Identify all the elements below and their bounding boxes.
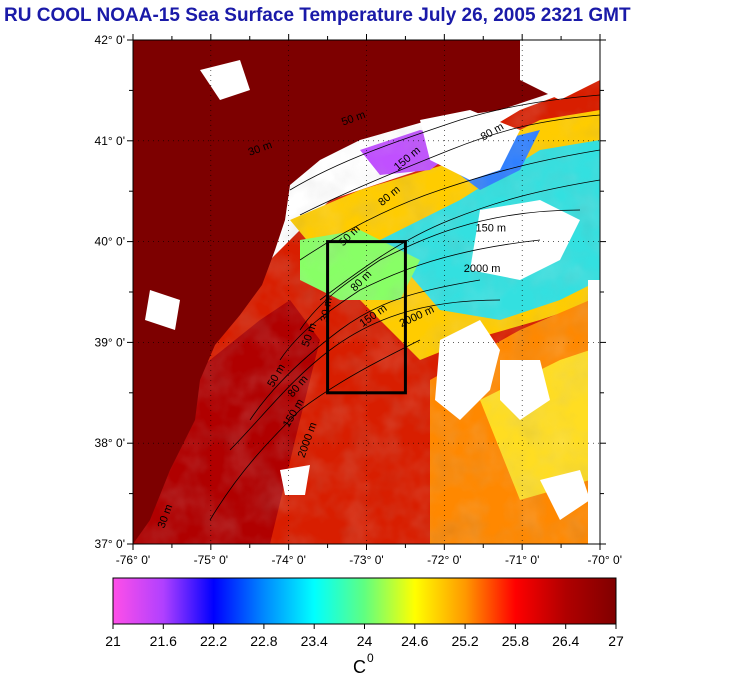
colorbar: [112, 577, 617, 625]
lon-tick-label: -75° 0': [194, 553, 228, 567]
lon-tick-label: -71° 0': [505, 553, 539, 567]
colorbar-tick-label: 25.2: [451, 633, 478, 649]
cloud-patches: [145, 40, 600, 544]
colorbar-tick-label: 26.4: [552, 633, 579, 649]
colorbar-tick-label: 24: [357, 633, 373, 649]
lat-tick-label: 37° 0': [95, 537, 125, 551]
colorbar-tick-label: 24.6: [401, 633, 428, 649]
colorbar-tick-label: 21: [105, 633, 121, 649]
lat-tick-label: 41° 0': [95, 134, 125, 148]
lon-tick-label: -72° 0': [427, 553, 461, 567]
bathymetry-contours: [209, 94, 600, 521]
longitude-ticks: -76° 0' -75° 0' -74° 0' -73° 0' -72° 0' -71° …: [116, 34, 622, 567]
contour-label: 150 m: [475, 223, 506, 235]
latitude-ticks: 42° 0' 41° 0' 40° 0' 39° 0' 38° 0' 37° 0': [95, 33, 606, 551]
colorbar-tick-label: 22.8: [250, 633, 277, 649]
lat-tick-label: 40° 0': [95, 235, 125, 249]
graticule: [132, 39, 601, 545]
colorbar-tick-label: 23.4: [301, 633, 328, 649]
study-area-box: [326, 240, 407, 395]
colorbar-unit: C: [353, 657, 366, 677]
colorbar-tick-label: 21.6: [150, 633, 177, 649]
lon-tick-label: -74° 0': [271, 553, 305, 567]
lon-tick-label: -76° 0': [116, 553, 150, 567]
colorbar-ticks: 21 21.6 22.2 22.8 23.4 24 24.6 25.2 25.8 26.4 27: [105, 624, 624, 649]
lat-tick-label: 39° 0': [95, 335, 125, 349]
lat-tick-label: 38° 0': [95, 436, 125, 450]
colorbar-unit-superscript: 0: [367, 651, 374, 665]
map-title: RU COOL NOAA-15 Sea Surface Temperature …: [4, 5, 631, 26]
land: [133, 40, 600, 544]
lat-tick-label: 42° 0': [95, 33, 125, 47]
colorbar-tick-label: 25.8: [502, 633, 529, 649]
lon-tick-label: -70° 0': [588, 553, 622, 567]
lon-tick-label: -73° 0': [349, 553, 383, 567]
colorbar-tick-label: 22.2: [200, 633, 227, 649]
colorbar-tick-label: 27: [608, 633, 624, 649]
contour-label: 2000 m: [464, 263, 501, 275]
